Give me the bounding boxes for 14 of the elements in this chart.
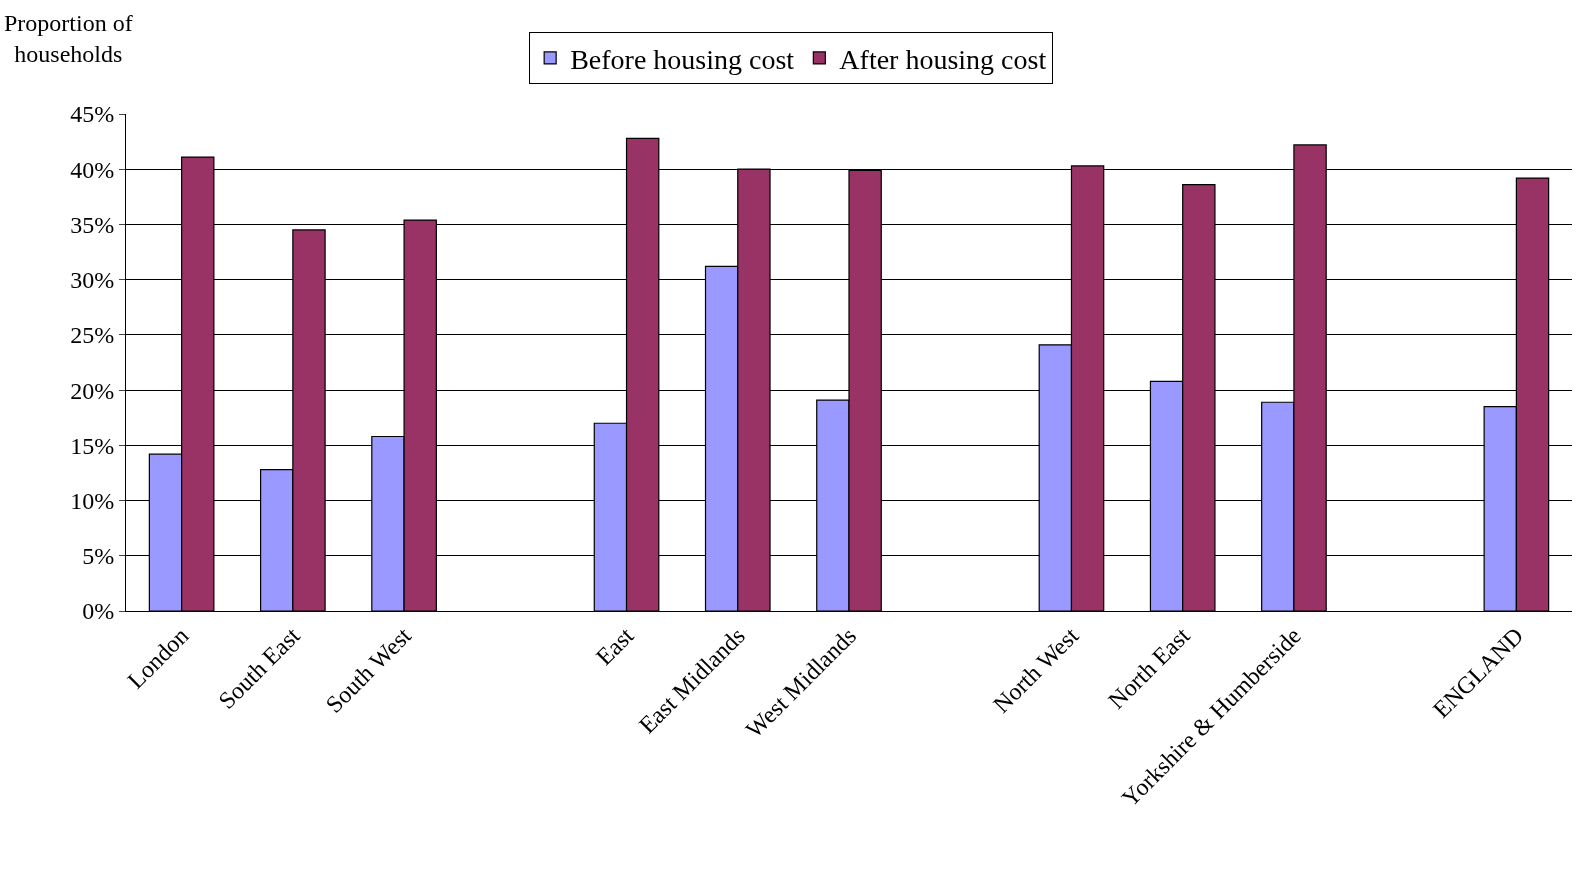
y-tick-label: 40%	[70, 156, 115, 183]
y-tick-label: 35%	[70, 211, 115, 238]
y-tick-label: 5%	[82, 543, 115, 570]
y-tick-label: 15%	[70, 432, 115, 459]
x-tick-label: East	[590, 622, 639, 671]
y-tick-label: 30%	[70, 267, 115, 294]
legend-label: Before housing cost	[570, 43, 795, 75]
y-tick-label: 25%	[70, 322, 115, 349]
y-tick-label: 45%	[70, 101, 115, 128]
y-tick-label: 20%	[70, 377, 115, 404]
y-tick-label: 0%	[82, 598, 115, 625]
legend-label: After housing cost	[839, 43, 1047, 75]
y-axis-title: Proportion of households	[4, 10, 133, 68]
y-tick-label: 10%	[70, 487, 115, 514]
